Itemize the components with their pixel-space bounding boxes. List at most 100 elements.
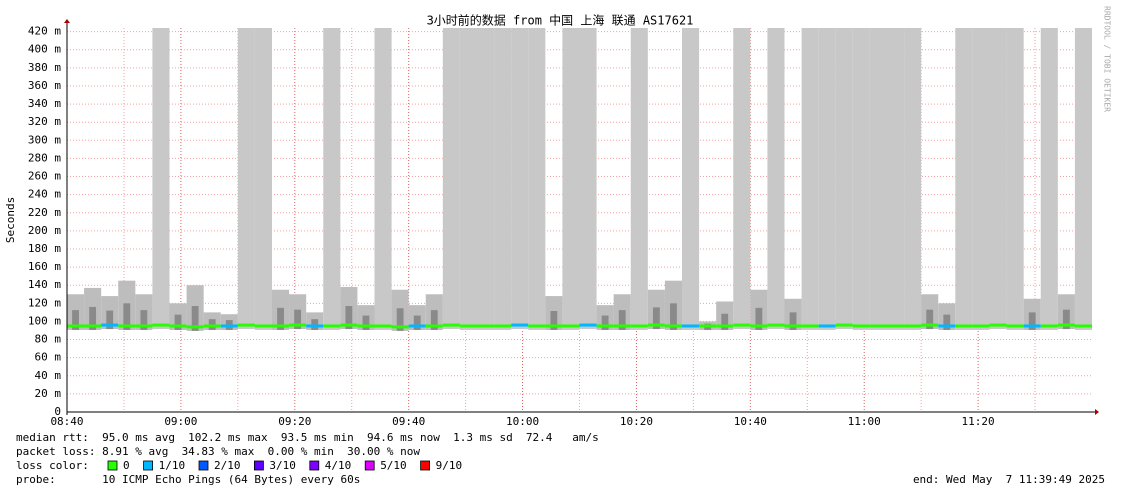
smoke (1074, 28, 1092, 330)
median (613, 324, 631, 328)
smoke-core (140, 310, 148, 330)
median (169, 324, 187, 328)
y-tick-label: 100 m (28, 314, 61, 327)
smoke (562, 28, 580, 330)
median (254, 324, 272, 328)
y-tick-label: 320 m (28, 115, 61, 128)
smoke (1006, 28, 1024, 330)
y-tick-label: 60 m (35, 351, 62, 364)
median (767, 323, 785, 327)
smoke-core (191, 306, 199, 331)
median (1040, 324, 1058, 328)
legend-swatch (309, 460, 320, 471)
legend-swatch (143, 460, 154, 471)
smoke-core (618, 310, 626, 330)
legend-swatch (364, 460, 375, 471)
median (442, 323, 460, 327)
smoke-core (755, 307, 763, 330)
median (1006, 324, 1024, 328)
y-tick-label: 140 m (28, 278, 61, 291)
x-tick-label: 10:00 (506, 415, 539, 428)
y-tick-label: 160 m (28, 260, 61, 273)
median (67, 324, 85, 328)
median (357, 324, 375, 328)
median (921, 323, 939, 327)
smoke-core (72, 310, 79, 330)
median (186, 325, 204, 329)
y-tick-label: 400 m (28, 43, 61, 56)
y-tick-label: 280 m (28, 151, 61, 164)
smoke (494, 28, 512, 330)
smoke (989, 28, 1007, 330)
smoke-core (721, 313, 729, 330)
median-rtt: median rtt: 95.0 ms avg 102.2 ms max 93.… (16, 431, 599, 444)
median (562, 324, 580, 328)
x-tick-label: 09:40 (392, 415, 425, 428)
y-tick-label: 200 m (28, 224, 61, 237)
smoke (237, 28, 255, 330)
chart-title: 3小时前的数据 from 中国 上海 联通 AS17621 (427, 13, 694, 28)
legend-label: 9/10 (436, 459, 463, 472)
smoke-core (294, 309, 302, 330)
median (733, 323, 751, 327)
median (904, 324, 922, 328)
smoke-core (345, 306, 353, 330)
median (750, 324, 768, 328)
median (152, 323, 170, 327)
smoke (1040, 28, 1058, 330)
median (647, 323, 665, 327)
watermark: RRDTOOL / TOBI OETIKER (1103, 6, 1112, 112)
median (1057, 323, 1075, 327)
packet-loss: packet loss: 8.91 % avg 34.83 % max 0.00… (16, 445, 420, 458)
smoke-core (430, 310, 438, 330)
smoke-core (413, 315, 421, 330)
y-tick-label: 0 (54, 405, 61, 418)
median (425, 324, 443, 328)
median (374, 324, 392, 328)
median (528, 324, 546, 328)
legend-swatch (253, 460, 264, 471)
smoke (972, 28, 990, 330)
median (1023, 324, 1041, 328)
median (989, 323, 1007, 327)
smoke-core (277, 307, 284, 330)
median (272, 324, 290, 328)
median (306, 324, 324, 328)
smoke (630, 28, 648, 330)
median (596, 324, 614, 328)
smoke (511, 28, 529, 330)
end-time: end: Wed May 7 11:39:49 2025 (913, 473, 1105, 486)
legend-swatch (420, 460, 431, 471)
median (938, 324, 956, 328)
smoke-core (943, 314, 951, 330)
y-tick-label: 180 m (28, 242, 61, 255)
smoke (767, 28, 785, 330)
y-tick-label: 260 m (28, 170, 61, 183)
smoke-core (1028, 312, 1036, 330)
median (852, 324, 870, 328)
smoke (801, 28, 819, 330)
x-tick-label: 09:20 (278, 415, 311, 428)
smoke (442, 28, 460, 330)
smoke-core (396, 308, 404, 331)
smoke (254, 28, 272, 330)
median (801, 324, 819, 328)
legend-label: 3/10 (269, 459, 296, 472)
median (459, 324, 477, 328)
x-arrow (1095, 409, 1099, 415)
median (340, 323, 358, 327)
median (699, 324, 717, 328)
median (408, 324, 426, 328)
smoke-core (670, 303, 677, 330)
median (494, 324, 512, 328)
median (511, 323, 529, 327)
smoke (682, 28, 700, 330)
smoke-core (362, 315, 370, 330)
smoke-core (601, 315, 609, 330)
x-tick-label: 10:40 (734, 415, 767, 428)
median (972, 324, 990, 328)
smoke (477, 28, 495, 330)
smoke (818, 28, 836, 330)
median (682, 324, 700, 328)
smoke (374, 28, 392, 330)
